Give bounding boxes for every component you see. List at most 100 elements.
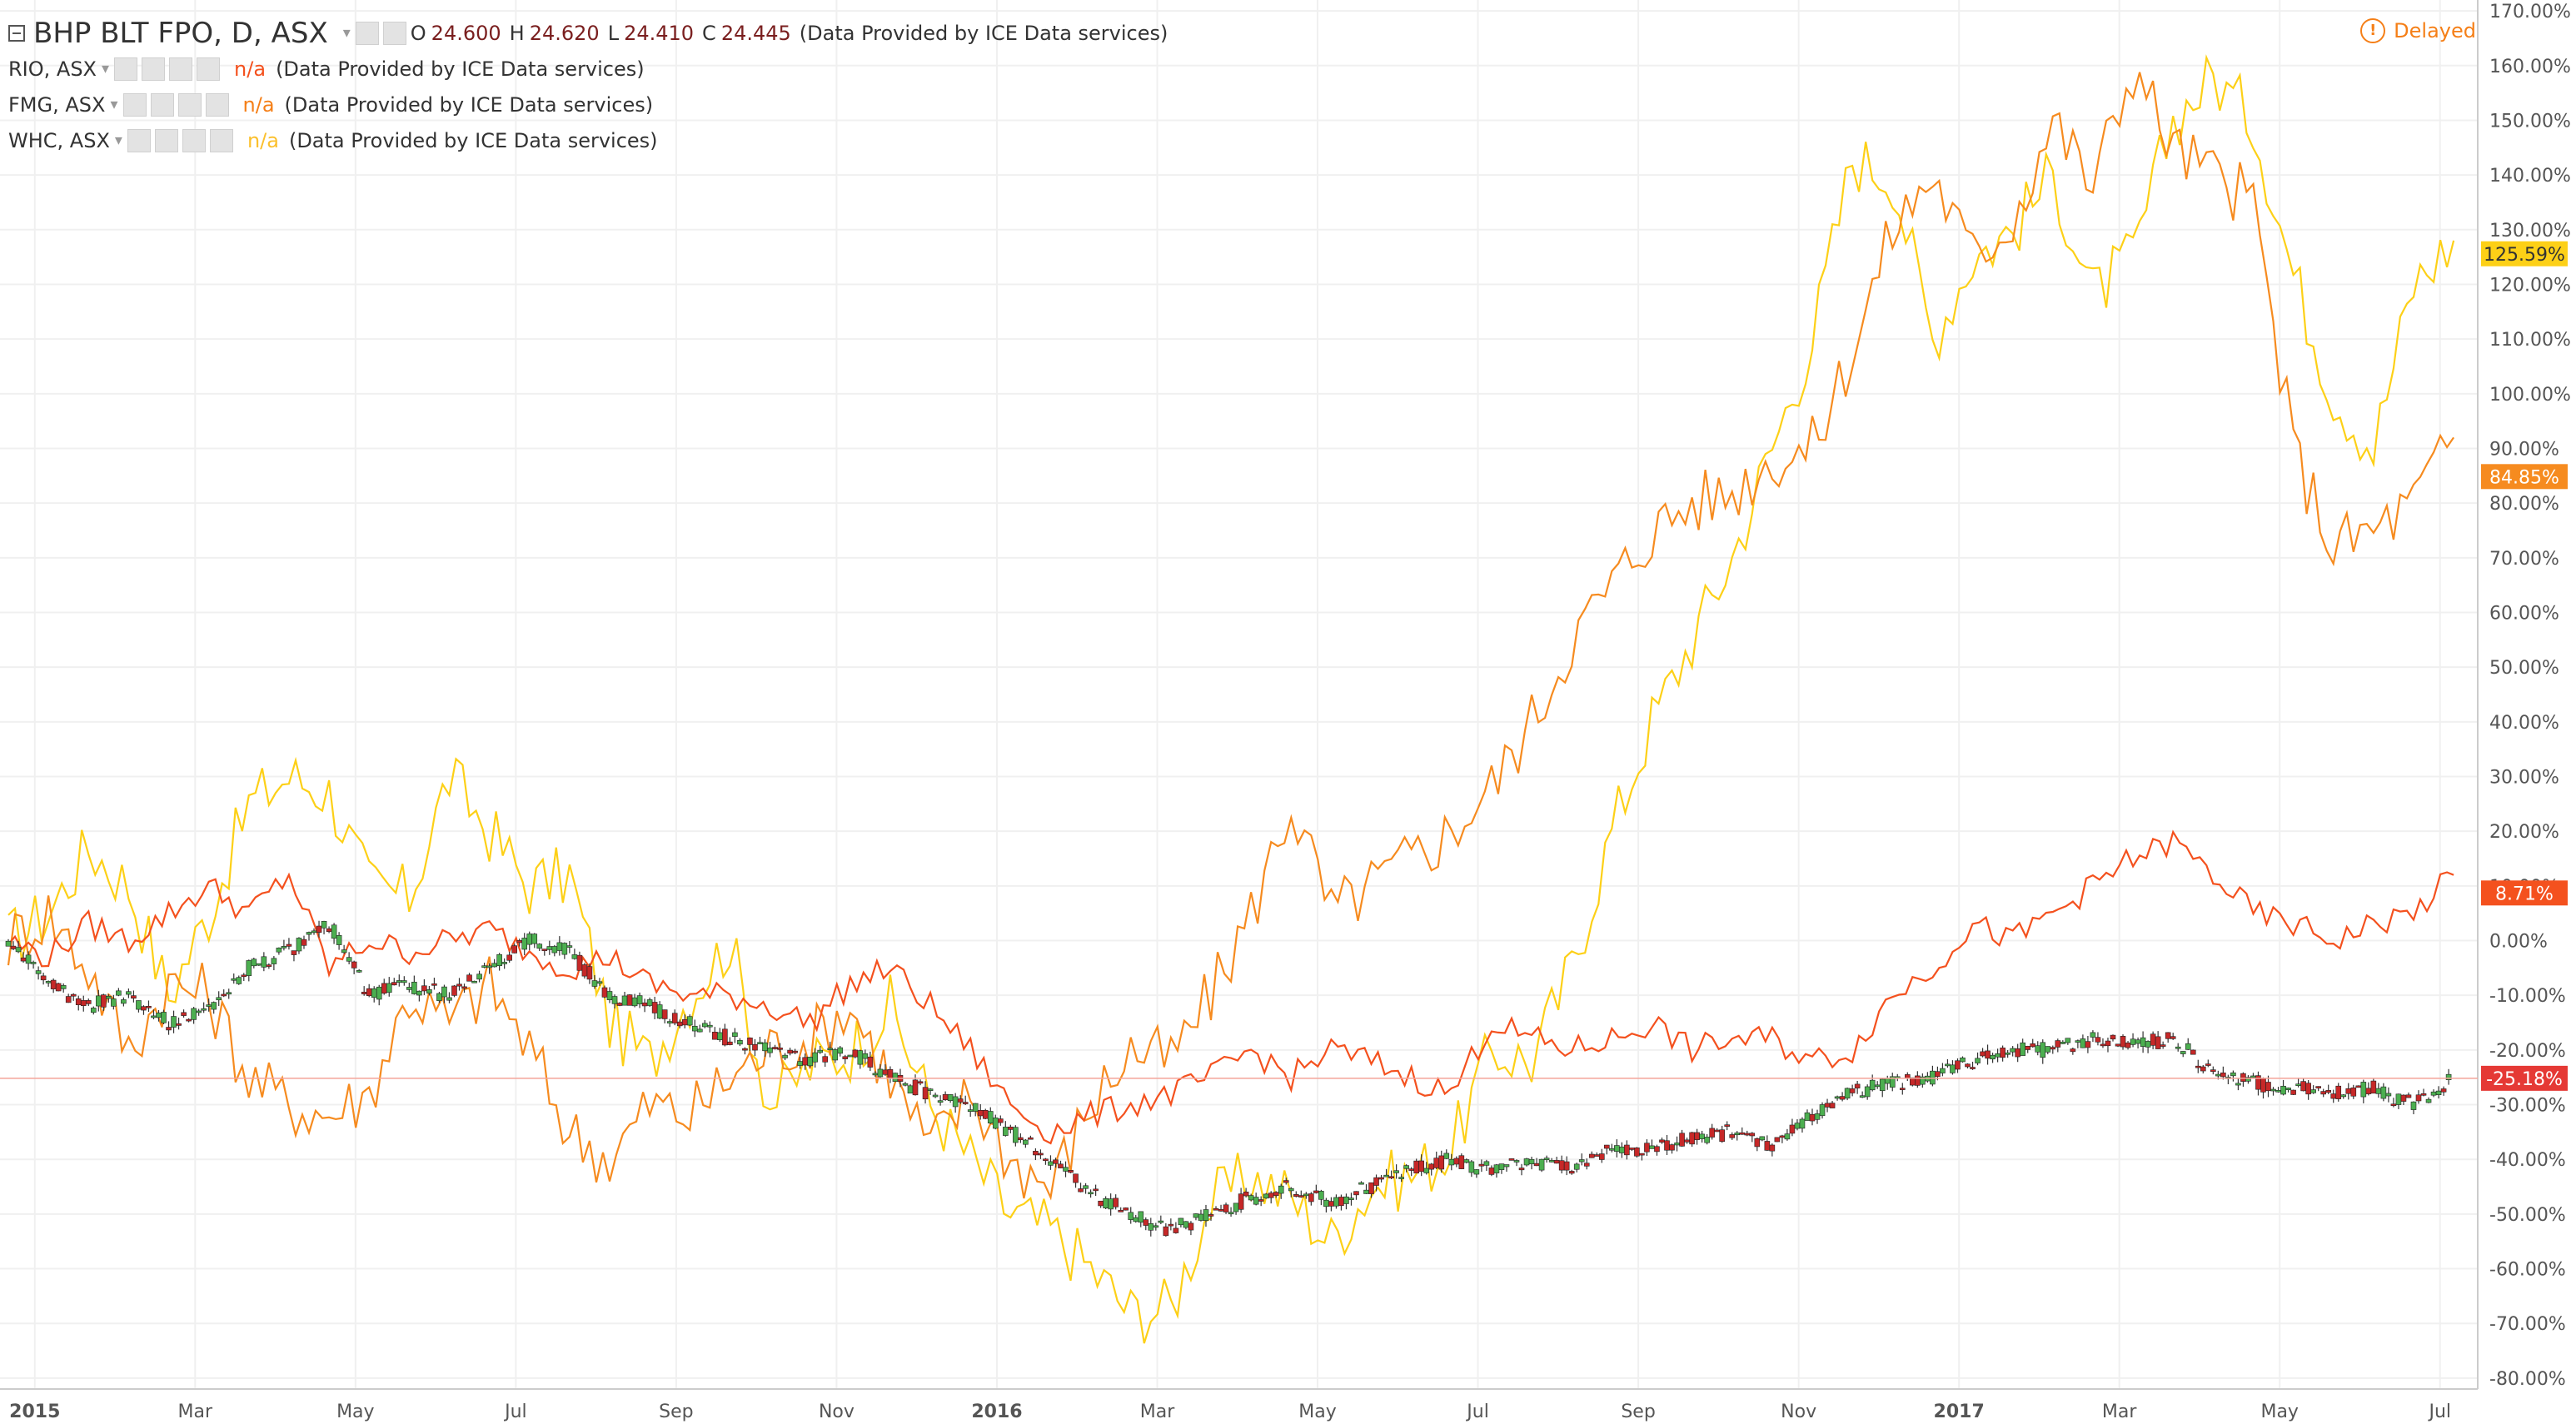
bhp-candle-body xyxy=(2135,1039,2141,1044)
bhp-candle-body xyxy=(1373,1177,1379,1186)
add-icon[interactable] xyxy=(169,57,193,81)
bhp-candle-body xyxy=(421,985,427,992)
bhp-candle-body xyxy=(1153,1225,1159,1228)
collapse-legend-button[interactable] xyxy=(8,24,25,42)
bhp-candle-body xyxy=(2340,1094,2347,1098)
visibility-toggle-icon[interactable] xyxy=(355,21,379,45)
bhp-candle-body xyxy=(2185,1043,2191,1050)
bhp-candle-body xyxy=(2070,1048,2076,1053)
x-tick-label: May xyxy=(2260,1402,2298,1422)
bhp-candle-body xyxy=(381,983,387,994)
bhp-candle-body xyxy=(1573,1163,1580,1170)
bhp-candle-body xyxy=(2130,1038,2136,1045)
bhp-candle-body xyxy=(1103,1197,1109,1208)
bhp-candle-body xyxy=(246,960,252,976)
bhp-candle-body xyxy=(1609,1148,1615,1151)
bhp-candle-body xyxy=(1333,1197,1339,1207)
bhp-candle-body xyxy=(341,949,347,953)
compare-symbol[interactable]: WHC, ASX xyxy=(8,128,110,152)
bhp-candle-body xyxy=(236,977,242,984)
close-icon[interactable] xyxy=(209,128,233,152)
bhp-candle-body xyxy=(2435,1090,2442,1096)
main-symbol-title[interactable]: BHP BLT FPO, D, ASX xyxy=(33,16,328,50)
bhp-candle-body xyxy=(686,1016,693,1026)
bhp-candle-body xyxy=(20,957,27,962)
bhp-candle-body xyxy=(90,1008,97,1013)
bhp-candle-body xyxy=(1794,1123,1801,1129)
settings-gear-icon[interactable] xyxy=(382,21,406,45)
bhp-candle-body xyxy=(1834,1096,1841,1099)
bhp-candle-body xyxy=(1293,1193,1299,1197)
bhp-candle-body xyxy=(2295,1083,2301,1086)
close-icon[interactable] xyxy=(197,57,221,81)
bhp-candle-body xyxy=(872,1073,879,1076)
bhp-candle-body xyxy=(1438,1155,1445,1170)
bhp-candle-body xyxy=(832,1049,839,1061)
bhp-candle-body xyxy=(2390,1103,2397,1107)
bhp-candle-body xyxy=(1228,1212,1234,1215)
x-tick-label: 2016 xyxy=(971,1402,1022,1422)
compare-symbol[interactable]: RIO, ASX xyxy=(8,57,97,81)
settings-gear-icon[interactable] xyxy=(150,92,174,117)
bhp-candle-body xyxy=(216,997,222,1001)
add-icon[interactable] xyxy=(182,128,206,152)
bhp-candle-body xyxy=(1213,1207,1219,1211)
y-tick-label: 140.00% xyxy=(2489,166,2571,187)
bhp-candle-body xyxy=(1804,1112,1811,1121)
bhp-candle-body xyxy=(2165,1032,2171,1039)
add-icon[interactable] xyxy=(177,92,202,117)
chevron-down-icon[interactable]: ▾ xyxy=(342,24,351,42)
bhp-candle-body xyxy=(201,1008,207,1011)
last-value-badge xyxy=(2481,241,2568,266)
bhp-candle-body xyxy=(967,1109,974,1113)
compare-symbol[interactable]: FMG, ASX xyxy=(8,92,106,117)
bhp-candle-body xyxy=(1218,1209,1224,1212)
bhp-candle-body xyxy=(952,1096,959,1108)
bhp-candle-body xyxy=(10,945,17,949)
bhp-candle-body xyxy=(1975,1058,1981,1063)
y-tick-label: 50.00% xyxy=(2489,658,2559,679)
x-tick-label: 2017 xyxy=(1934,1402,1985,1422)
bhp-candle-body xyxy=(1248,1195,1254,1201)
bhp-candle-body xyxy=(2285,1088,2291,1090)
bhp-candle-body xyxy=(2000,1048,2005,1058)
bhp-candle-body xyxy=(1303,1193,1309,1197)
close-icon[interactable] xyxy=(205,92,229,117)
bhp-candle-body xyxy=(1759,1136,1766,1141)
last-value-badge xyxy=(2481,1065,2568,1091)
visibility-toggle-icon[interactable] xyxy=(122,92,147,117)
bhp-candle-body xyxy=(1208,1214,1214,1217)
bhp-candle-body xyxy=(2035,1045,2041,1053)
bhp-candle-body xyxy=(146,1005,152,1008)
bhp-candle-body xyxy=(1588,1153,1595,1158)
bhp-candle-body xyxy=(862,1053,869,1059)
bhp-candle-body xyxy=(296,938,302,952)
y-tick-label: 170.00% xyxy=(2489,2,2571,22)
bhp-candle-body xyxy=(2215,1073,2221,1077)
bhp-candle-body xyxy=(141,1006,147,1011)
bhp-candle-body xyxy=(456,983,462,987)
bhp-candle-body xyxy=(1508,1158,1515,1161)
bhp-candle-body xyxy=(276,947,282,953)
delayed-indicator[interactable]: ! Delayed xyxy=(2360,18,2476,43)
bhp-candle-body xyxy=(2365,1088,2372,1094)
visibility-toggle-icon[interactable] xyxy=(114,57,138,81)
settings-gear-icon[interactable] xyxy=(142,57,166,81)
bhp-candle-body xyxy=(2235,1083,2241,1086)
bhp-candle-body xyxy=(511,945,517,953)
visibility-toggle-icon[interactable] xyxy=(127,128,151,152)
settings-gear-icon[interactable] xyxy=(154,128,178,152)
bhp-candle-body xyxy=(2260,1078,2266,1093)
compare-value: n/a xyxy=(234,57,267,81)
provider-note: (Data Provided by ICE Data services) xyxy=(276,57,645,81)
bhp-candle-body xyxy=(922,1087,929,1100)
bhp-candle-body xyxy=(1849,1088,1856,1093)
chevron-down-icon[interactable]: ▾ xyxy=(102,60,110,77)
chevron-down-icon[interactable]: ▾ xyxy=(110,96,118,113)
bhp-candle-body xyxy=(516,940,522,944)
bhp-candle-body xyxy=(611,996,618,1004)
bhp-candle-body xyxy=(977,1109,984,1117)
bhp-candle-body xyxy=(2360,1082,2367,1098)
bhp-candle-body xyxy=(2290,1089,2296,1095)
chevron-down-icon[interactable]: ▾ xyxy=(114,132,122,149)
